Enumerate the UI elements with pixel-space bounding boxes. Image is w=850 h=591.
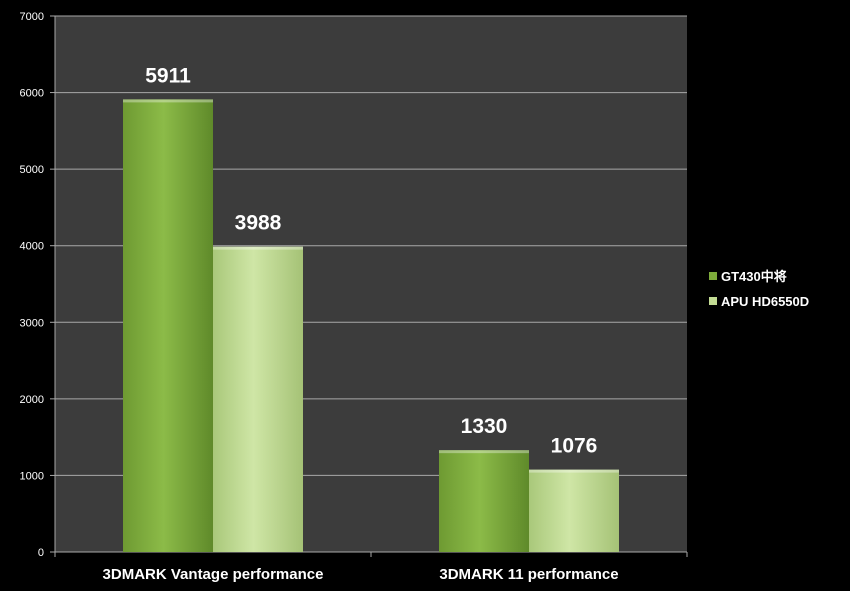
y-tick-label: 3000 — [20, 317, 44, 329]
y-tick-label: 7000 — [20, 11, 44, 23]
bar-top-highlight — [529, 469, 619, 473]
legend-label: APU HD6550D — [721, 294, 809, 309]
data-label: 1076 — [551, 435, 598, 458]
legend-swatch — [709, 272, 717, 280]
y-tick-label: 5000 — [20, 164, 44, 176]
y-tick-label: 6000 — [20, 88, 44, 100]
y-tick-label: 0 — [38, 547, 44, 559]
bar-top-highlight — [213, 246, 303, 250]
x-tick-label: 3DMARK 11 performance — [439, 566, 618, 583]
data-label: 3988 — [235, 212, 282, 235]
bar-top-highlight — [123, 99, 213, 103]
data-label: 5911 — [145, 64, 191, 87]
bar — [529, 469, 619, 552]
bar — [123, 99, 213, 552]
bar — [439, 450, 529, 552]
x-tick-label: 3DMARK Vantage performance — [103, 566, 324, 583]
bar-top-highlight — [439, 450, 529, 454]
legend-swatch — [709, 297, 717, 305]
legend-label: GT430中将 — [721, 269, 787, 284]
y-tick-label: 2000 — [20, 394, 44, 406]
y-tick-label: 1000 — [20, 470, 44, 482]
bar — [213, 246, 303, 552]
y-tick-label: 4000 — [20, 241, 44, 253]
data-label: 1330 — [461, 415, 508, 438]
